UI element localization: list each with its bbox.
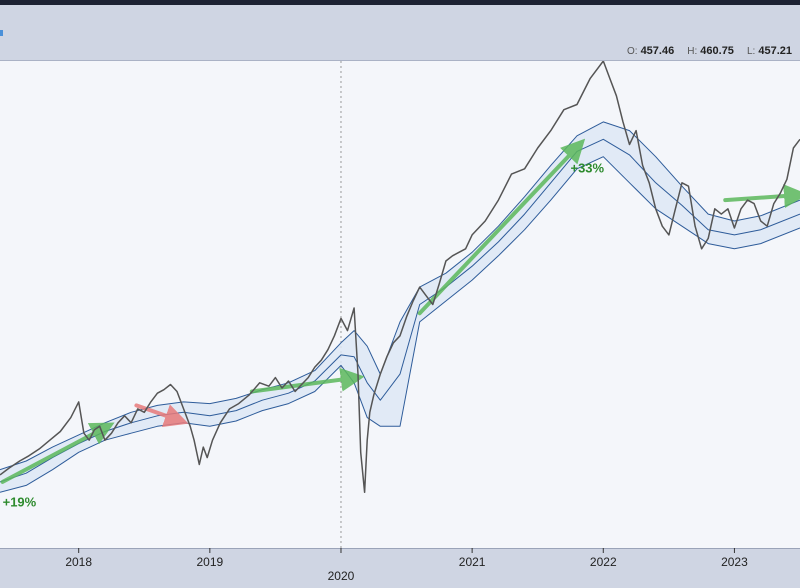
x-tick-label: 2019 xyxy=(196,555,223,569)
x-tick-label: 2022 xyxy=(590,555,617,569)
trend-arrow-2 xyxy=(249,367,365,394)
x-tick-label: 2021 xyxy=(459,555,486,569)
high-value: 460.75 xyxy=(700,45,734,57)
x-axis: 2018 2019 2020 2021 2022 2023 xyxy=(65,548,748,583)
envelope-band-fill xyxy=(0,121,800,493)
high-key: H: xyxy=(687,46,698,57)
trend-label-0: +19% xyxy=(3,494,37,509)
price-line xyxy=(0,61,800,494)
open-key: O: xyxy=(627,46,638,57)
x-tick-label: 2018 xyxy=(65,555,92,569)
x-tick-label: 2020 xyxy=(328,569,355,583)
trend-arrow-0 xyxy=(0,422,115,484)
low-value: 457.21 xyxy=(758,45,792,57)
trend-arrow-4 xyxy=(723,184,800,209)
x-axis-bar xyxy=(0,548,800,588)
x-tick-label: 2023 xyxy=(721,555,748,569)
low-key: L: xyxy=(747,46,756,57)
chart-header: O: 457.46 H: 460.75 L: 457.21 xyxy=(0,5,800,61)
trend-label-3: +33% xyxy=(570,160,604,175)
blue-marker-icon xyxy=(0,30,3,36)
envelope-middle-line xyxy=(0,138,800,483)
envelope-lower-line xyxy=(0,156,800,493)
trend-arrow-3 xyxy=(417,138,586,316)
price-chart[interactable]: +19% +33% xyxy=(0,61,800,548)
open-value: 457.46 xyxy=(640,45,675,57)
ohlc-readout: O: 457.46 H: 460.75 L: 457.21 xyxy=(617,45,792,57)
window-top-strip xyxy=(0,0,800,5)
trend-arrow-1 xyxy=(134,403,189,428)
